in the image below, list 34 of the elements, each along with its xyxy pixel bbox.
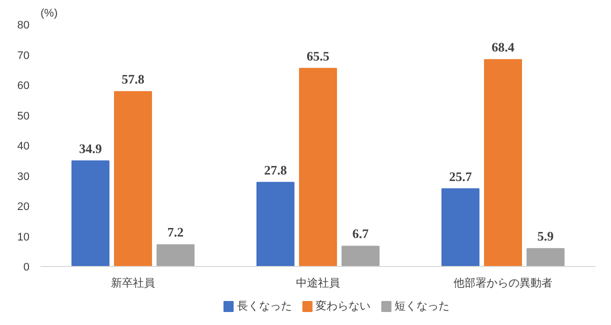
data-label: 7.2 <box>167 224 184 240</box>
bar <box>114 91 152 266</box>
data-label: 68.4 <box>492 40 515 55</box>
legend-label: 変わらない <box>316 300 371 312</box>
data-label: 5.9 <box>537 228 554 244</box>
legend-label: 短くなった <box>394 300 450 312</box>
data-label: 65.5 <box>306 48 330 64</box>
y-tick-label: 80 <box>17 20 30 32</box>
bar <box>526 248 565 266</box>
y-tick-label: 10 <box>17 231 30 244</box>
y-axis-title: (%) <box>40 8 58 20</box>
x-tick-label: 新卒社員 <box>111 276 155 290</box>
legend-label: 長くなった <box>236 300 292 312</box>
y-tick-label: 60 <box>17 80 30 92</box>
bar <box>441 188 480 266</box>
bar <box>342 246 380 266</box>
y-tick-label: 20 <box>17 201 30 213</box>
data-label: 6.7 <box>352 226 370 242</box>
bar <box>71 160 110 266</box>
data-label: 25.7 <box>449 168 472 184</box>
y-tick-label: 50 <box>17 110 30 122</box>
y-tick-label: 30 <box>17 170 30 183</box>
bar <box>484 59 522 266</box>
bar <box>256 182 294 266</box>
y-tick-label: 40 <box>17 140 30 152</box>
data-label: 57.8 <box>122 72 145 87</box>
bar <box>156 244 195 266</box>
data-label: 27.8 <box>264 162 288 178</box>
bar <box>299 68 337 266</box>
x-tick-label: 中途社員 <box>296 276 340 290</box>
data-label: 34.9 <box>79 140 102 156</box>
x-tick-label: 他部署からの異動者 <box>454 276 552 290</box>
y-tick-label: 70 <box>17 50 30 62</box>
y-tick-label: 0 <box>23 262 30 274</box>
